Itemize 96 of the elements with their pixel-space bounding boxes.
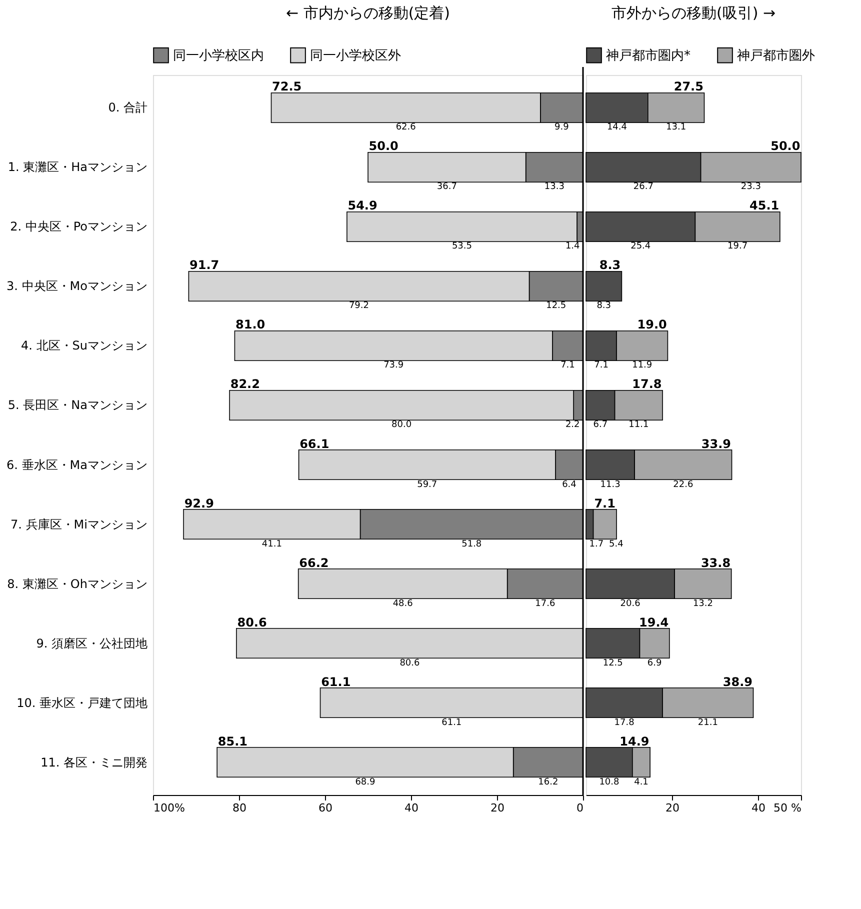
data-label: 23.3: [740, 182, 761, 192]
total-label: 80.6: [237, 615, 267, 630]
text: 市外からの移動(吸引) →: [611, 4, 776, 22]
x-tick-label: 0: [576, 802, 584, 814]
x-tick-label: 20: [490, 802, 504, 814]
text: ← 市内からの移動(定着): [286, 4, 450, 22]
data-label: 11.3: [600, 480, 620, 490]
data-label: 13.2: [692, 598, 713, 609]
total-label: 19.4: [639, 615, 669, 630]
data-label: 59.7: [417, 480, 438, 490]
data-label: 36.7: [436, 182, 457, 192]
total-label: 8.3: [599, 258, 621, 272]
data-label: 80.0: [392, 420, 412, 430]
y-tick-label: 8. 東灘区・Ohマンション: [7, 576, 148, 591]
data-label: 9.9: [554, 122, 570, 133]
x-tick-label: 40: [404, 802, 418, 814]
total-label: 33.9: [701, 436, 731, 451]
data-label: 4.1: [634, 777, 648, 788]
total-label: 91.7: [189, 258, 220, 272]
data-label: 48.6: [392, 598, 414, 609]
total-label: 45.1: [750, 198, 780, 213]
data-label: 5.4: [609, 539, 624, 550]
data-label: 13.3: [544, 182, 564, 192]
data-label: 41.1: [262, 539, 282, 550]
total-label: 54.9: [348, 198, 378, 213]
data-label: 11.1: [628, 420, 649, 430]
y-tick-label: 1. 東灘区・Haマンション: [8, 160, 148, 174]
data-label: 19.7: [728, 242, 748, 252]
data-label: 7.1: [560, 360, 575, 371]
data-label: 12.5: [546, 301, 566, 312]
legend-label: 神戸都市圏外: [737, 48, 815, 64]
total-label: 19.0: [637, 318, 667, 332]
data-label: 13.1: [666, 122, 686, 133]
data-label: 1.7: [589, 539, 604, 550]
data-label: 6.4: [562, 480, 577, 490]
data-label: 25.4: [630, 242, 651, 252]
total-label: 82.2: [230, 377, 260, 392]
data-label: 22.6: [673, 480, 694, 490]
total-label: 92.9: [184, 496, 214, 510]
y-tick-label: 5. 長田区・Naマンション: [8, 398, 148, 412]
y-tick-label: 7. 兵庫区・Miマンション: [10, 517, 148, 532]
total-label: 66.1: [300, 436, 330, 451]
x-tick-label: 100%: [154, 802, 185, 814]
total-label: 38.9: [722, 674, 752, 689]
data-label: 21.1: [698, 718, 718, 728]
total-label: 81.0: [235, 318, 266, 332]
data-label: 6.9: [647, 658, 662, 668]
data-label: 10.8: [599, 777, 620, 788]
data-label: 7.1: [594, 360, 608, 371]
y-tick-label: 3. 中央区・Moマンション: [6, 279, 148, 294]
data-label: 6.7: [593, 420, 608, 430]
x-tick-label: 60: [318, 802, 332, 814]
data-label: 26.7: [633, 182, 654, 192]
data-label: 1.4: [565, 242, 580, 252]
legend-label: 同一小学校区内: [173, 48, 264, 64]
data-label: 2.2: [565, 420, 580, 430]
y-tick-label: 2. 中央区・Poマンション: [10, 220, 148, 234]
total-label: 72.5: [272, 80, 302, 94]
data-label: 73.9: [384, 360, 404, 371]
data-label: 12.5: [602, 658, 623, 668]
data-label: 62.6: [396, 122, 416, 133]
x-tick-label: 80: [232, 802, 246, 814]
data-label: 61.1: [442, 718, 462, 728]
y-tick-label: 10. 垂水区・戸建て団地: [16, 696, 148, 710]
total-label: 14.9: [620, 734, 650, 748]
data-label: 53.5: [452, 242, 472, 252]
y-tick-label: 4. 北区・Suマンション: [21, 338, 148, 353]
total-label: 50.0: [368, 139, 398, 154]
y-tick-label: 9. 須磨区・公社団地: [36, 636, 148, 650]
y-tick-label: 6. 垂水区・Maマンション: [6, 458, 148, 472]
data-label: 20.6: [620, 598, 641, 609]
y-tick-label: 0. 合計: [108, 100, 148, 115]
total-label: 7.1: [594, 496, 616, 510]
y-tick-label: 11. 各区・ミニ開発: [40, 755, 148, 770]
data-label: 11.9: [632, 360, 652, 371]
legend-label: 神戸都市圏内*: [606, 48, 691, 64]
data-label: 51.8: [462, 539, 482, 550]
x-tick-label: 40: [752, 802, 766, 814]
total-label: 85.1: [218, 734, 248, 748]
total-label: 17.8: [632, 377, 662, 392]
x-tick-label: 50 %: [774, 802, 802, 814]
total-label: 50.0: [770, 139, 800, 154]
data-label: 80.6: [400, 658, 420, 668]
data-label: 14.4: [606, 122, 628, 133]
data-label: 17.8: [614, 718, 635, 728]
data-label: 79.2: [348, 301, 369, 312]
x-tick-label: 20: [666, 802, 680, 814]
data-label: 16.2: [538, 777, 558, 788]
total-label: 33.8: [700, 556, 731, 570]
data-label: 17.6: [535, 598, 556, 609]
legend-label: 同一小学校区外: [310, 48, 401, 64]
total-label: 66.2: [299, 556, 329, 570]
data-label: 68.9: [355, 777, 376, 788]
total-label: 27.5: [674, 80, 704, 94]
data-label: 8.3: [596, 301, 612, 312]
total-label: 61.1: [321, 674, 351, 689]
